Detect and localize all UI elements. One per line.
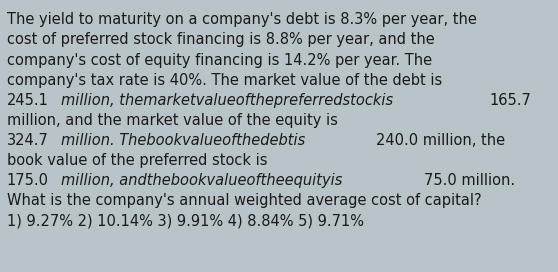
Text: 240.0 million, the: 240.0 million, the xyxy=(376,133,505,148)
Text: million. Thebookvalueofthedebtis: million. Thebookvalueofthedebtis xyxy=(61,133,305,148)
Text: company's tax rate is 40%. The market value of the debt is: company's tax rate is 40%. The market va… xyxy=(7,73,442,88)
Text: 1) 9.27% 2) 10.14% 3) 9.91% 4) 8.84% 5) 9.71%: 1) 9.27% 2) 10.14% 3) 9.91% 4) 8.84% 5) … xyxy=(7,214,364,229)
Text: 175.0: 175.0 xyxy=(7,173,49,188)
Text: million, and the market value of the equity is: million, and the market value of the equ… xyxy=(7,113,338,128)
Text: 245.1: 245.1 xyxy=(7,93,49,108)
Text: cost of preferred stock financing is 8.8% per year, and the: cost of preferred stock financing is 8.8… xyxy=(7,32,435,47)
Text: million, andthebookvalueoftheequityis: million, andthebookvalueoftheequityis xyxy=(61,173,342,188)
Text: The yield to maturity on a company's debt is 8.3% per year, the: The yield to maturity on a company's deb… xyxy=(7,12,477,27)
Text: company's cost of equity financing is 14.2% per year. The: company's cost of equity financing is 14… xyxy=(7,52,432,67)
Text: book value of the preferred stock is: book value of the preferred stock is xyxy=(7,153,267,168)
Text: What is the company's annual weighted average cost of capital?: What is the company's annual weighted av… xyxy=(7,193,482,209)
Text: 75.0 million.: 75.0 million. xyxy=(424,173,515,188)
Text: 324.7: 324.7 xyxy=(7,133,49,148)
Text: 165.7: 165.7 xyxy=(489,93,531,108)
Text: million, themarketvalueofthepreferredstockis: million, themarketvalueofthepreferredsto… xyxy=(61,93,393,108)
